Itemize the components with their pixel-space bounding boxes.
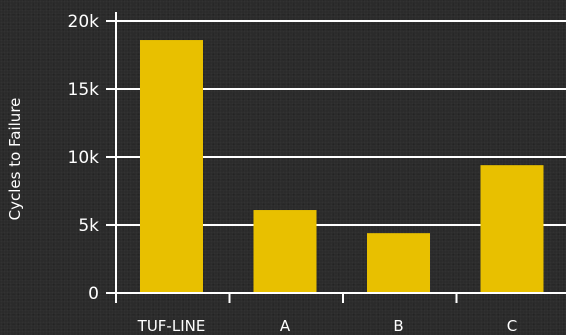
bar xyxy=(480,165,544,293)
x-tick-label: B xyxy=(393,317,403,335)
y-tick-label: 10k xyxy=(68,148,100,168)
bar xyxy=(367,233,430,293)
y-tick-label: 5k xyxy=(78,216,99,236)
bar xyxy=(253,210,317,293)
y-tick-label: 0 xyxy=(88,284,99,304)
y-tick-label: 15k xyxy=(68,80,100,100)
x-tick-label: TUF-LINE xyxy=(137,317,206,335)
y-ticks: 0 5k 10k 15k 20k xyxy=(68,12,116,304)
bars xyxy=(140,40,544,293)
y-tick-label: 20k xyxy=(68,12,100,32)
x-tick-label: A xyxy=(280,317,291,335)
bar xyxy=(140,40,203,293)
y-axis-title: Cycles to Failure xyxy=(6,98,24,221)
x-ticks: TUF-LINE A B C xyxy=(137,293,517,335)
x-tick-label: C xyxy=(507,317,517,335)
